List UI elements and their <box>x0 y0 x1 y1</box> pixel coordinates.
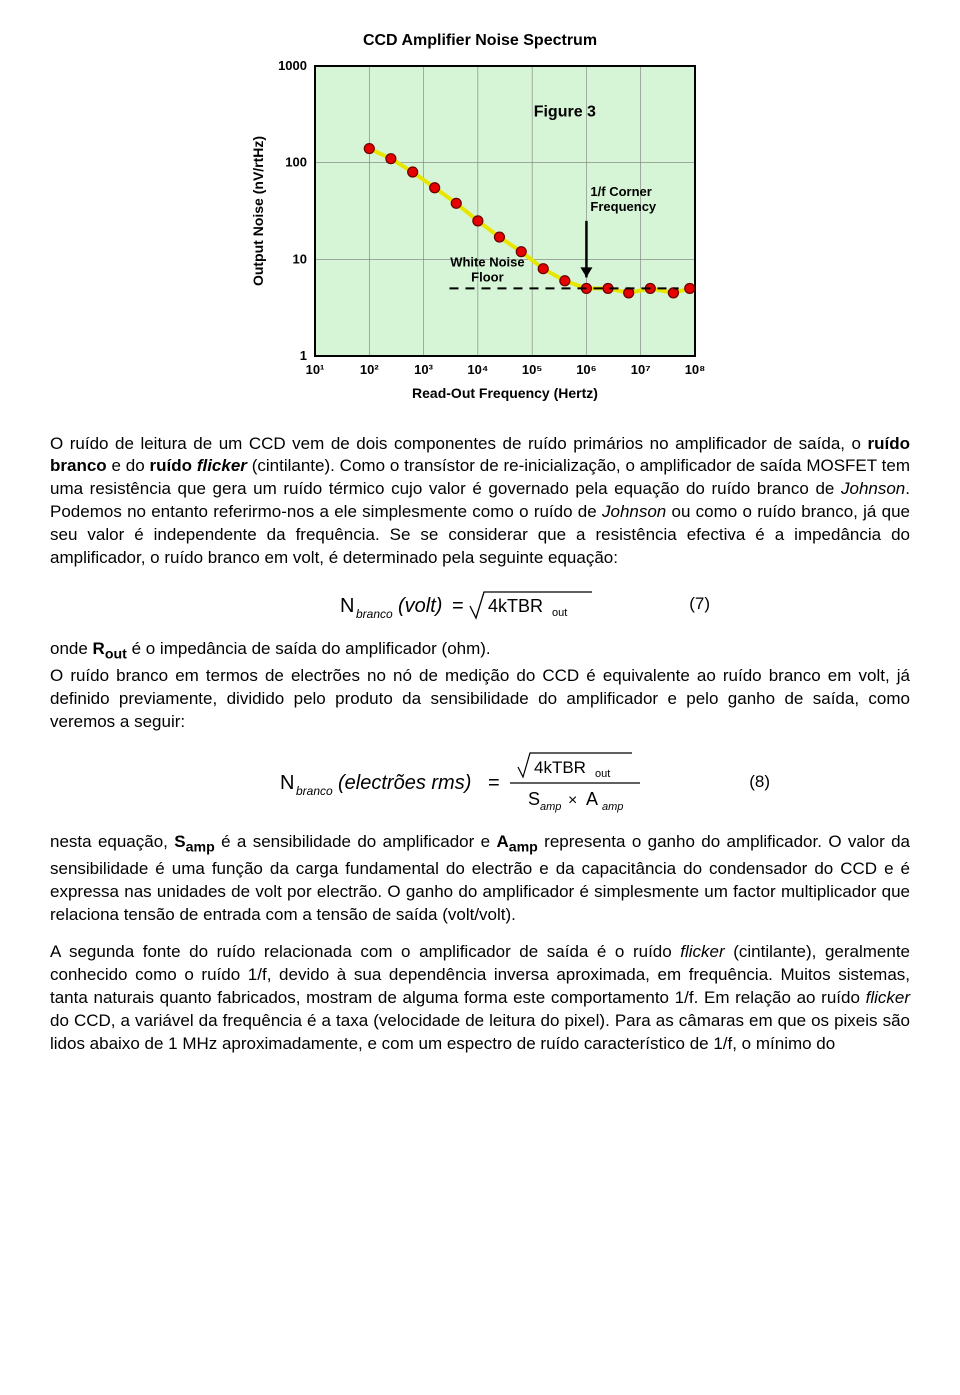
chart-block: CCD Amplifier Noise Spectrum 10¹10²10³10… <box>245 30 715 413</box>
svg-text:=: = <box>488 772 500 794</box>
eq7-number: (7) <box>689 593 710 616</box>
svg-text:=: = <box>452 595 464 617</box>
noise-spectrum-chart: 10¹ 10² 10³ 10⁴ 10⁵ 10⁶ 10⁷ 10⁸ 1 10 100 1000 Read-O… <box>245 56 715 406</box>
paragraph-5: A segunda fonte do ruído relacionada com… <box>50 941 910 1056</box>
sym-A: A <box>496 832 508 851</box>
eq8-den-A-sub: amp <box>602 801 623 813</box>
svg-text:10⁶: 10⁶ <box>576 362 596 377</box>
sym-R-sub: out <box>105 647 127 663</box>
svg-text:Floor: Floor <box>471 269 504 284</box>
sym-R: R <box>93 639 105 658</box>
eq8-N: N <box>280 772 294 794</box>
svg-text:10⁷: 10⁷ <box>631 362 651 377</box>
svg-text:100: 100 <box>285 154 307 169</box>
text: é o impedância de saída do amplificador … <box>127 639 491 658</box>
text: é a sensibilidade do amplificador e <box>215 832 497 851</box>
term-johnson2: Johnson <box>602 502 666 521</box>
svg-text:1000: 1000 <box>278 58 307 73</box>
eq8-num-rhs: 4kTBR <box>534 758 586 777</box>
eq8-den-A: A <box>586 789 598 809</box>
text: nesta equação, <box>50 832 174 851</box>
eq7-N: N <box>340 595 354 617</box>
term-ruido: ruído <box>150 456 197 475</box>
svg-text:10⁸: 10⁸ <box>685 362 706 377</box>
term-flicker3: flicker <box>866 988 910 1007</box>
svg-text:N: N <box>340 595 354 617</box>
svg-text:Read-Out Frequency (Hertz): Read-Out Frequency (Hertz) <box>412 385 598 401</box>
term-johnson: Johnson <box>841 479 905 498</box>
svg-text:Output Noise (nV/rtHz): Output Noise (nV/rtHz) <box>250 136 266 286</box>
svg-text:1: 1 <box>300 348 307 363</box>
eq8-number: (8) <box>749 771 770 794</box>
eq8-den-S: S <box>528 789 540 809</box>
paragraph-4: nesta equação, Samp é a sensibilidade do… <box>50 831 910 926</box>
term-flicker2: flicker <box>680 942 724 961</box>
eq8-num-sub: out <box>595 768 610 780</box>
text: do CCD, a variável da frequência é a tax… <box>50 1011 910 1053</box>
paragraph-1: O ruído de leitura de um CCD vem de dois… <box>50 433 910 571</box>
eq8-sub: branco <box>296 784 333 798</box>
paragraph-2: onde Rout é o impedância de saída do amp… <box>50 638 910 733</box>
eq8-arg: (electrões rms) <box>338 772 471 794</box>
svg-text:10¹: 10¹ <box>306 362 325 377</box>
term-flicker: flicker <box>197 456 247 475</box>
svg-text:1/f Corner: 1/f Corner <box>590 184 651 199</box>
text: e do <box>107 456 150 475</box>
svg-text:10⁴: 10⁴ <box>467 362 488 377</box>
sym-S: S <box>174 832 185 851</box>
svg-text:White Noise: White Noise <box>450 254 524 269</box>
sym-A-sub: amp <box>509 840 538 856</box>
svg-text:10: 10 <box>293 251 307 266</box>
text: A segunda fonte do ruído relacionada com… <box>50 942 680 961</box>
svg-text:Frequency: Frequency <box>590 199 657 214</box>
eq8-times: × <box>568 792 577 809</box>
svg-text:10⁵: 10⁵ <box>522 362 543 377</box>
sym-S-sub: amp <box>186 840 215 856</box>
eq8-den-S-sub: amp <box>540 801 561 813</box>
chart-container: CCD Amplifier Noise Spectrum 10¹10²10³10… <box>50 30 910 413</box>
text: onde <box>50 639 93 658</box>
svg-text:10³: 10³ <box>414 362 433 377</box>
eq7-rhs-sub: out <box>552 607 567 619</box>
svg-text:10²: 10² <box>360 362 379 377</box>
eq7-arg: (volt) <box>398 595 442 617</box>
chart-title: CCD Amplifier Noise Spectrum <box>245 30 715 52</box>
eq8-svg: N branco (electrões rms) = 4kTBR out S a… <box>270 747 690 817</box>
equation-8: N branco (electrões rms) = 4kTBR out S a… <box>50 747 910 817</box>
eq7-rhs: 4kTBR <box>488 596 543 616</box>
text: O ruído branco em termos de electrões no… <box>50 666 910 731</box>
equation-7: N branco (volt) = 4kTBR out (7) <box>50 584 910 624</box>
eq7-svg: N branco (volt) = 4kTBR out <box>330 584 630 624</box>
text: O ruído de leitura de um CCD vem de dois… <box>50 434 868 453</box>
eq7-sub: branco <box>356 607 393 621</box>
svg-text:Figure 3: Figure 3 <box>534 103 596 120</box>
